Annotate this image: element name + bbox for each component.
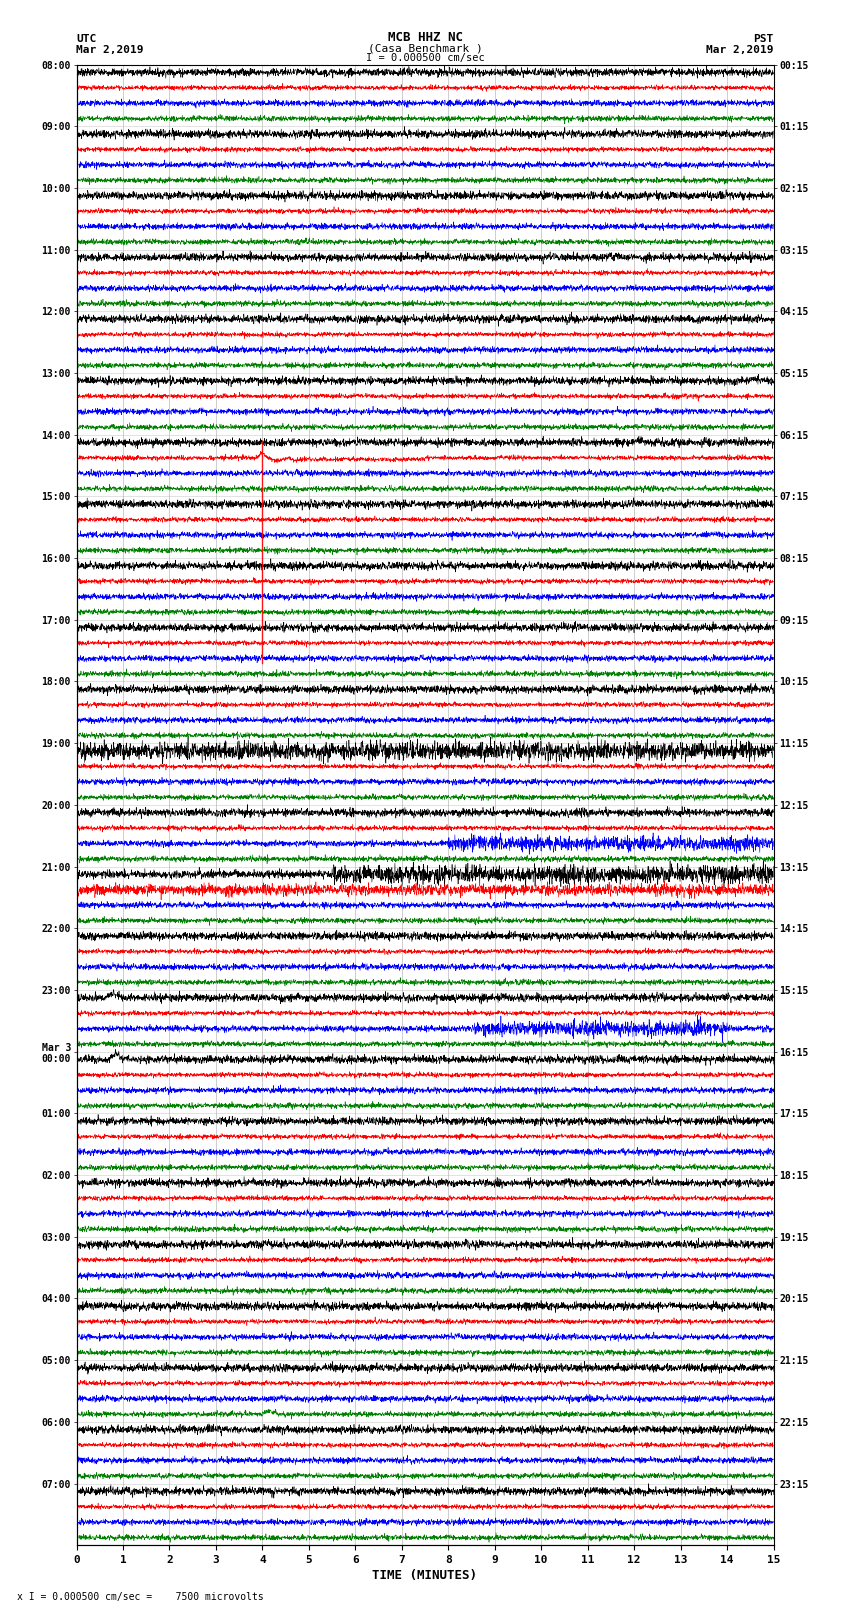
X-axis label: TIME (MINUTES): TIME (MINUTES) (372, 1569, 478, 1582)
Text: PST: PST (753, 34, 774, 44)
Text: I = 0.000500 cm/sec: I = 0.000500 cm/sec (366, 53, 484, 63)
Text: MCB HHZ NC: MCB HHZ NC (388, 31, 462, 44)
Text: UTC: UTC (76, 34, 97, 44)
Text: Mar 2,2019: Mar 2,2019 (76, 45, 144, 55)
Text: (Casa Benchmark ): (Casa Benchmark ) (367, 44, 483, 53)
Text: Mar 2,2019: Mar 2,2019 (706, 45, 774, 55)
Text: x I = 0.000500 cm/sec =    7500 microvolts: x I = 0.000500 cm/sec = 7500 microvolts (17, 1592, 264, 1602)
